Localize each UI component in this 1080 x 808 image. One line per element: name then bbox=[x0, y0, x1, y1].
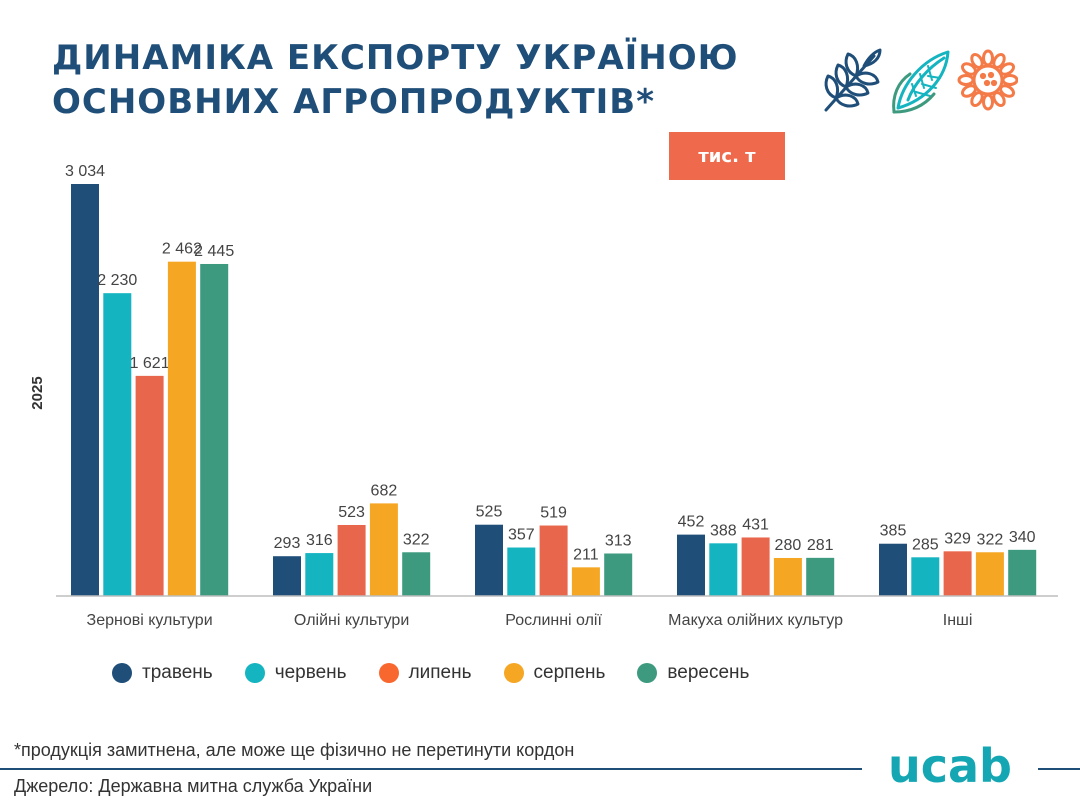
bar-травень-4 bbox=[677, 534, 705, 596]
sunflower-petal bbox=[982, 93, 994, 111]
category-label: Олійні культури bbox=[294, 612, 409, 629]
category-label: Рослинні олії bbox=[505, 612, 602, 629]
legend-dot bbox=[503, 663, 524, 683]
bar-травень-1 bbox=[71, 184, 99, 596]
data-label: 431 bbox=[742, 516, 769, 533]
legend-dot bbox=[378, 663, 399, 683]
data-label: 340 bbox=[1009, 529, 1036, 546]
data-label: 280 bbox=[775, 537, 802, 554]
data-label: 281 bbox=[807, 537, 834, 554]
bar-вересень-2 bbox=[402, 552, 431, 596]
chart-title-line-2: ОСНОВНИХ АГРОПРОДУКТІВ* bbox=[52, 82, 655, 122]
bar-липень-1 bbox=[135, 375, 164, 596]
bar-вересень-5 bbox=[1008, 549, 1037, 596]
data-label: 2 230 bbox=[97, 272, 137, 289]
footnote: *продукція замитнена, але може ще фізичн… bbox=[14, 740, 575, 760]
sunflower-petal bbox=[957, 74, 975, 86]
data-label: 285 bbox=[912, 536, 939, 553]
legend: травень червень липень серпень вересень bbox=[112, 662, 781, 684]
bar-червень-4 bbox=[709, 543, 738, 596]
data-label: 519 bbox=[540, 505, 567, 522]
bar-липень-5 bbox=[943, 551, 972, 596]
sunflower-petal bbox=[999, 84, 1016, 98]
sunflower-petal bbox=[999, 62, 1016, 76]
ucab-logo: ucab bbox=[862, 738, 1038, 794]
data-label: 1 621 bbox=[130, 355, 170, 372]
sunflower-petal bbox=[992, 91, 1006, 108]
data-label: 329 bbox=[944, 530, 971, 547]
bar-серпень-5 bbox=[975, 552, 1004, 596]
category-label: Зернові культури bbox=[87, 612, 213, 629]
sunflower-petal bbox=[982, 49, 994, 67]
y-axis-label: 2025 bbox=[29, 376, 46, 409]
data-label: 452 bbox=[678, 514, 705, 531]
data-label: 523 bbox=[338, 504, 365, 521]
data-label: 357 bbox=[508, 527, 535, 544]
bar-серпень-4 bbox=[773, 557, 802, 596]
bar-травень-3 bbox=[475, 524, 503, 596]
data-label: 385 bbox=[880, 523, 907, 540]
data-label: 682 bbox=[371, 482, 398, 499]
legend-item-серпень: серпень bbox=[503, 662, 606, 684]
legend-item-липень: липень bbox=[378, 662, 472, 684]
crop-icons bbox=[824, 48, 1018, 114]
sunflower-icon bbox=[957, 49, 1018, 111]
legend-dot bbox=[112, 663, 132, 683]
legend-label: травень bbox=[142, 662, 213, 683]
data-label: 316 bbox=[306, 532, 333, 549]
bar-червень-3 bbox=[507, 547, 536, 596]
bar-серпень-3 bbox=[571, 567, 600, 596]
corn-icon bbox=[892, 50, 950, 114]
bar-травень-5 bbox=[879, 543, 907, 596]
chart-title: ДИНАМІКА ЕКСПОРТУ УКРАЇНОЮ ОСНОВНИХ АГРО… bbox=[52, 36, 739, 124]
data-label: 388 bbox=[710, 522, 737, 539]
data-label: 525 bbox=[476, 504, 503, 521]
legend-label: липень bbox=[408, 662, 472, 683]
sunflower-petal bbox=[960, 62, 977, 76]
wheat-icon bbox=[824, 48, 882, 112]
bar-червень-5 bbox=[911, 557, 940, 596]
data-label: 3 034 bbox=[65, 163, 105, 180]
data-label: 313 bbox=[605, 532, 632, 549]
chart-title-line-1: ДИНАМІКА ЕКСПОРТУ УКРАЇНОЮ bbox=[52, 38, 739, 78]
legend-item-травень: травень bbox=[112, 662, 213, 684]
sunflower-petal bbox=[992, 52, 1006, 69]
bar-серпень-2 bbox=[369, 503, 398, 596]
bar-вересень-4 bbox=[806, 557, 835, 596]
legend-label: червень bbox=[274, 662, 347, 683]
unit-badge: тис. т bbox=[669, 132, 785, 180]
sunflower-petal bbox=[970, 91, 984, 108]
bar-вересень-3 bbox=[604, 553, 633, 596]
bar-червень-1 bbox=[103, 293, 132, 596]
legend-item-червень: червень bbox=[244, 662, 347, 684]
bar-травень-2 bbox=[273, 556, 301, 596]
sunflower-petal bbox=[960, 84, 977, 98]
data-label: 293 bbox=[274, 535, 301, 552]
bar-червень-2 bbox=[305, 553, 334, 596]
data-label: 211 bbox=[573, 546, 599, 563]
legend-label: вересень bbox=[667, 662, 750, 683]
bar-липень-3 bbox=[539, 525, 568, 596]
data-label: 322 bbox=[403, 531, 430, 548]
sunflower-petal bbox=[970, 52, 984, 69]
legend-dot bbox=[637, 663, 658, 683]
category-label: Макуха олійних культур bbox=[668, 612, 843, 629]
ucab-logo-text: ucab bbox=[888, 739, 1012, 793]
legend-label: серпень bbox=[533, 662, 606, 683]
source-note: Джерело: Державна митна служба України bbox=[14, 776, 373, 796]
bar-липень-4 bbox=[741, 537, 770, 596]
legend-dot bbox=[244, 663, 265, 683]
bar-вересень-1 bbox=[200, 263, 229, 596]
sunflower-petal bbox=[1001, 74, 1018, 86]
bar-серпень-1 bbox=[167, 261, 196, 596]
category-label: Інші bbox=[943, 612, 973, 629]
data-label: 322 bbox=[977, 531, 1004, 548]
legend-item-вересень: вересень bbox=[637, 662, 749, 684]
data-label: 2 445 bbox=[194, 243, 234, 260]
bar-липень-2 bbox=[337, 524, 366, 596]
footer-divider bbox=[0, 768, 1080, 770]
data-label: 2 462 bbox=[162, 241, 202, 258]
